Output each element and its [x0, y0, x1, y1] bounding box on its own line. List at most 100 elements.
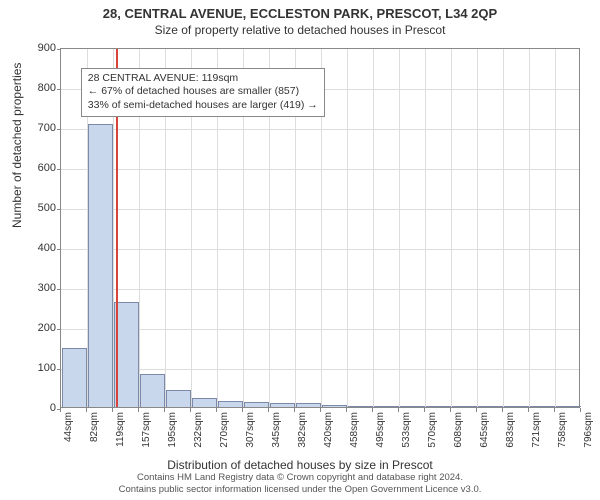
histogram-bar [504, 406, 529, 407]
x-tick-label: 307sqm [245, 412, 256, 448]
x-tick-label: 232sqm [193, 412, 204, 448]
x-tick-label: 608sqm [453, 412, 464, 448]
x-tick-label: 570sqm [427, 412, 438, 448]
histogram-bar [218, 401, 243, 407]
x-axis-title: Distribution of detached houses by size … [0, 458, 600, 472]
histogram-bar [140, 374, 165, 407]
gridline-v [399, 49, 400, 407]
x-tick-label: 382sqm [297, 412, 308, 448]
histogram-bar [348, 406, 373, 407]
gridline-v [529, 49, 530, 407]
y-tick-mark [57, 369, 61, 370]
footer-line-1: Contains HM Land Registry data © Crown c… [0, 472, 600, 484]
histogram-bar [270, 403, 295, 407]
x-tick-mark [502, 408, 503, 412]
x-tick-label: 82sqm [89, 412, 100, 442]
x-tick-label: 533sqm [401, 412, 412, 448]
x-tick-label: 683sqm [505, 412, 516, 448]
y-tick-mark [57, 289, 61, 290]
footer: Contains HM Land Registry data © Crown c… [0, 472, 600, 496]
chart: 010020030040050060070080090044sqm82sqm11… [60, 48, 580, 408]
gridline-v [451, 49, 452, 407]
x-tick-mark [398, 408, 399, 412]
x-tick-mark [476, 408, 477, 412]
x-tick-mark [528, 408, 529, 412]
x-tick-label: 645sqm [479, 412, 490, 448]
page-subtitle: Size of property relative to detached ho… [0, 21, 600, 41]
x-tick-mark [450, 408, 451, 412]
y-tick-mark [57, 89, 61, 90]
x-tick-mark [554, 408, 555, 412]
y-tick-mark [57, 169, 61, 170]
x-tick-mark [294, 408, 295, 412]
x-tick-mark [190, 408, 191, 412]
histogram-bar [192, 398, 217, 407]
y-tick-label: 100 [16, 362, 56, 374]
gridline-v [425, 49, 426, 407]
x-tick-mark [580, 408, 581, 412]
histogram-bar [62, 348, 87, 407]
x-tick-label: 345sqm [271, 412, 282, 448]
x-tick-label: 458sqm [349, 412, 360, 448]
annotation-line-1: 28 CENTRAL AVENUE: 119sqm [88, 72, 318, 86]
histogram-bar [426, 406, 451, 407]
x-tick-mark [268, 408, 269, 412]
histogram-bar [452, 406, 477, 407]
gridline-v [373, 49, 374, 407]
x-tick-mark [216, 408, 217, 412]
gridline-v [503, 49, 504, 407]
y-tick-label: 600 [16, 162, 56, 174]
annotation-box: 28 CENTRAL AVENUE: 119sqm ← 67% of detac… [81, 68, 325, 117]
y-tick-label: 0 [16, 402, 56, 414]
x-tick-label: 157sqm [141, 412, 152, 448]
y-tick-label: 800 [16, 82, 56, 94]
x-tick-label: 195sqm [167, 412, 178, 448]
gridline-v [555, 49, 556, 407]
histogram-bar [166, 390, 191, 407]
x-tick-mark [138, 408, 139, 412]
x-tick-mark [86, 408, 87, 412]
x-tick-mark [60, 408, 61, 412]
x-tick-label: 420sqm [323, 412, 334, 448]
histogram-bar [530, 406, 555, 407]
x-tick-label: 495sqm [375, 412, 386, 448]
y-tick-label: 400 [16, 242, 56, 254]
y-tick-mark [57, 49, 61, 50]
page-title: 28, CENTRAL AVENUE, ECCLESTON PARK, PRES… [0, 0, 600, 21]
histogram-bar [88, 124, 113, 407]
x-tick-mark [320, 408, 321, 412]
x-tick-mark [372, 408, 373, 412]
x-tick-mark [112, 408, 113, 412]
y-tick-mark [57, 209, 61, 210]
x-tick-label: 270sqm [219, 412, 230, 448]
histogram-bar [296, 403, 321, 407]
histogram-bar [556, 406, 581, 407]
x-tick-label: 721sqm [531, 412, 542, 448]
x-tick-label: 44sqm [63, 412, 74, 442]
y-tick-mark [57, 329, 61, 330]
histogram-bar [400, 406, 425, 407]
histogram-bar [478, 406, 503, 407]
y-tick-mark [57, 249, 61, 250]
x-tick-label: 119sqm [115, 412, 126, 447]
gridline-v [477, 49, 478, 407]
annotation-line-3: 33% of semi-detached houses are larger (… [88, 99, 318, 113]
y-tick-label: 700 [16, 122, 56, 134]
x-tick-label: 758sqm [557, 412, 568, 448]
x-tick-label: 796sqm [583, 412, 594, 448]
x-tick-mark [346, 408, 347, 412]
y-tick-label: 500 [16, 202, 56, 214]
histogram-bar [374, 406, 399, 407]
annotation-line-2: ← 67% of detached houses are smaller (85… [88, 85, 318, 99]
y-tick-label: 900 [16, 42, 56, 54]
y-tick-mark [57, 129, 61, 130]
footer-line-2: Contains public sector information licen… [0, 484, 600, 496]
x-tick-mark [164, 408, 165, 412]
y-tick-label: 200 [16, 322, 56, 334]
gridline-v [347, 49, 348, 407]
x-tick-mark [424, 408, 425, 412]
histogram-bar [244, 402, 269, 407]
histogram-bar [322, 405, 347, 407]
x-tick-mark [242, 408, 243, 412]
y-tick-label: 300 [16, 282, 56, 294]
